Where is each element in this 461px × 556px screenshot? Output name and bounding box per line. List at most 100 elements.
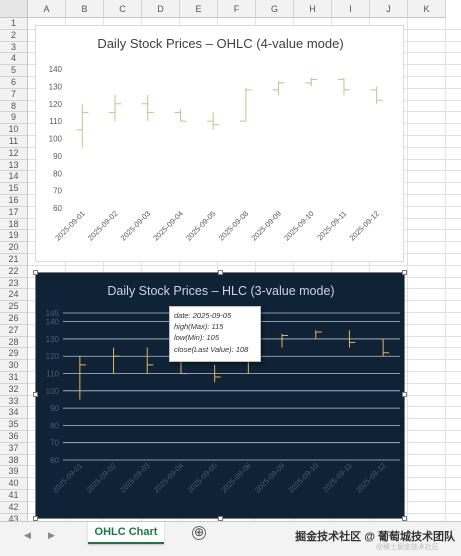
column-header-k[interactable]: K (408, 0, 446, 18)
row-header-16[interactable]: 16 (0, 195, 28, 207)
y-tick-label: 70 (50, 439, 59, 448)
row-header-34[interactable]: 34 (0, 407, 28, 420)
row-header-15[interactable]: 15 (0, 183, 28, 195)
select-all-corner[interactable] (0, 0, 28, 18)
row-header-10[interactable]: 10 (0, 124, 28, 136)
x-tick-label: 2025-09-10 (282, 209, 315, 242)
row-header-1[interactable]: 1 (0, 18, 28, 30)
tooltip-high: high(Max): 115 (174, 322, 224, 332)
row-header-9[interactable]: 9 (0, 112, 28, 125)
resize-handle[interactable] (402, 392, 407, 397)
tooltip-date: date: 2025-09-05 (174, 311, 232, 320)
resize-handle[interactable] (218, 270, 223, 275)
resize-handle[interactable] (218, 516, 223, 521)
next-sheet-arrow-icon[interactable]: ▶ (48, 530, 55, 540)
resize-handle[interactable] (402, 516, 407, 521)
add-sheet-icon[interactable]: ⊕ (192, 525, 206, 540)
row-header-36[interactable]: 36 (0, 431, 28, 443)
column-gridline (255, 18, 256, 521)
row-header-6[interactable]: 6 (0, 77, 28, 89)
column-header-e[interactable]: E (180, 0, 218, 18)
row-header-35[interactable]: 35 (0, 419, 28, 431)
y-tick-label: 90 (53, 152, 62, 161)
y-tick-label: 90 (50, 404, 59, 413)
row-header-42[interactable]: 42 (0, 501, 28, 514)
ohlc-chart-svg: Daily Stock Prices – OHLC (4-value mode)… (49, 36, 383, 243)
column-gridline (217, 18, 218, 521)
row-header-19[interactable]: 19 (0, 230, 28, 243)
row-header-29[interactable]: 29 (0, 348, 28, 361)
x-tick-label: 2025-09-02 (84, 461, 117, 494)
row-header-24[interactable]: 24 (0, 289, 28, 302)
y-tick-label: 80 (53, 169, 62, 178)
y-tick-label: 100 (46, 387, 60, 396)
row-header-26[interactable]: 26 (0, 313, 28, 325)
column-header-i[interactable]: I (332, 0, 370, 18)
y-tick-label: 140 (49, 65, 63, 74)
row-header-4[interactable]: 4 (0, 53, 28, 66)
resize-handle[interactable] (33, 270, 38, 275)
column-header-a[interactable]: A (28, 0, 66, 18)
resize-handle[interactable] (402, 270, 407, 275)
row-header-11[interactable]: 11 (0, 136, 28, 148)
column-header-g[interactable]: G (256, 0, 294, 18)
column-gridline (179, 18, 180, 521)
row-gridline (28, 264, 461, 266)
row-header-21[interactable]: 21 (0, 254, 28, 266)
row-header-7[interactable]: 7 (0, 88, 28, 101)
resize-handle[interactable] (33, 516, 38, 521)
y-tick-label: 60 (53, 204, 62, 213)
column-header-f[interactable]: F (218, 0, 256, 18)
column-header-h[interactable]: H (294, 0, 332, 18)
row-header-2[interactable]: 2 (0, 29, 28, 42)
x-tick-label: 2025-09-08 (217, 209, 250, 242)
chart-title: Daily Stock Prices – OHLC (4-value mode) (97, 36, 343, 51)
x-tick-label: 2025-09-01 (51, 461, 84, 494)
row-header-14[interactable]: 14 (0, 171, 28, 184)
column-gridline (369, 18, 370, 521)
row-header-5[interactable]: 5 (0, 65, 28, 77)
y-tick-label: 130 (46, 335, 60, 344)
column-gridline (103, 18, 104, 521)
row-header-13[interactable]: 13 (0, 159, 28, 172)
column-header-b[interactable]: B (66, 0, 104, 18)
row-header-25[interactable]: 25 (0, 301, 28, 313)
row-header-30[interactable]: 30 (0, 360, 28, 372)
row-header-31[interactable]: 31 (0, 372, 28, 384)
row-header-17[interactable]: 17 (0, 206, 28, 219)
column-header-c[interactable]: C (104, 0, 142, 18)
row-header-39[interactable]: 39 (0, 466, 28, 479)
row-header-22[interactable]: 22 (0, 265, 28, 278)
x-tick-label: 2025-09-03 (118, 461, 151, 494)
row-header-28[interactable]: 28 (0, 336, 28, 349)
y-tick-label: 70 (53, 187, 62, 196)
sheet-tab-ohlc-chart[interactable]: OHLC Chart (88, 522, 164, 544)
x-tick-label: 2025-09-01 (53, 209, 86, 242)
ohlc-chart[interactable]: Daily Stock Prices – OHLC (4-value mode)… (35, 25, 404, 262)
x-tick-label: 2025-09-04 (151, 209, 184, 242)
row-header-32[interactable]: 32 (0, 383, 28, 396)
row-header-37[interactable]: 37 (0, 442, 28, 455)
row-header-33[interactable]: 33 (0, 395, 28, 408)
prev-sheet-arrow-icon[interactable]: ◀ (24, 530, 31, 540)
column-header-j[interactable]: J (370, 0, 408, 18)
row-header-8[interactable]: 8 (0, 100, 28, 113)
y-tick-label: 120 (49, 100, 63, 109)
row-header-40[interactable]: 40 (0, 478, 28, 490)
row-header-27[interactable]: 27 (0, 324, 28, 337)
row-header-38[interactable]: 38 (0, 454, 28, 467)
y-tick-label: 80 (50, 421, 59, 430)
resize-handle[interactable] (33, 392, 38, 397)
row-header-18[interactable]: 18 (0, 218, 28, 231)
x-tick-label: 2025-09-08 (219, 461, 252, 494)
row-header-41[interactable]: 41 (0, 490, 28, 502)
x-tick-label: 2025-09-09 (249, 209, 282, 242)
row-header-3[interactable]: 3 (0, 41, 28, 54)
y-tick-label: 60 (50, 456, 59, 465)
column-gridline (293, 18, 294, 521)
row-header-20[interactable]: 20 (0, 242, 28, 254)
row-header-12[interactable]: 12 (0, 147, 28, 160)
column-header-d[interactable]: D (142, 0, 180, 18)
row-header-23[interactable]: 23 (0, 277, 28, 290)
